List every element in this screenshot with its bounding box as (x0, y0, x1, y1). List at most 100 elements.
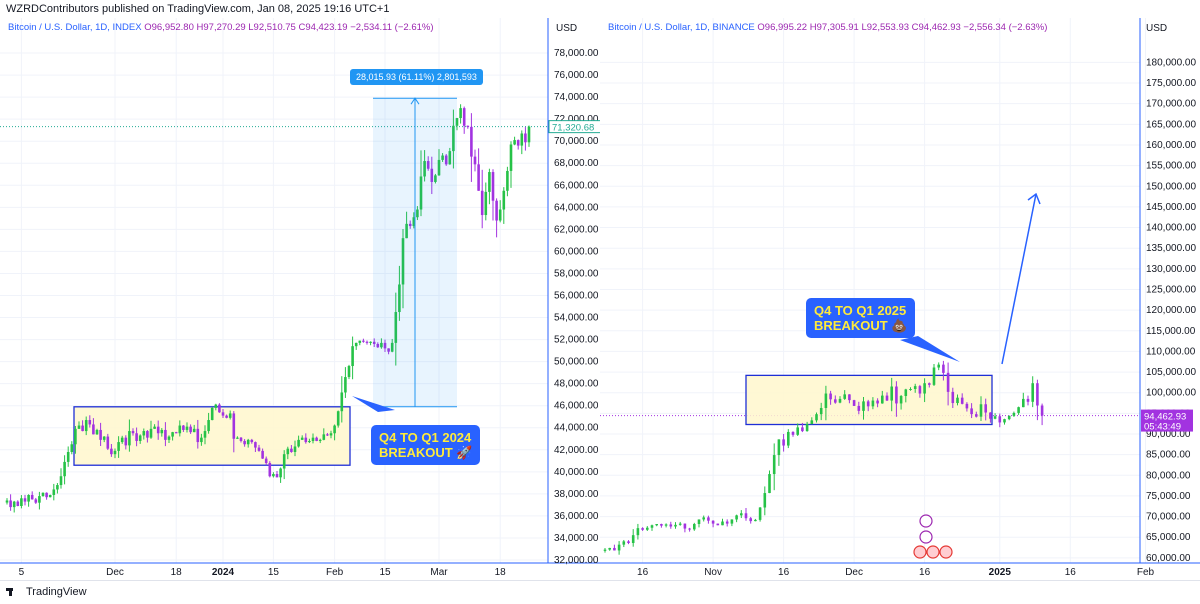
candle-body (448, 151, 452, 165)
candle-body (311, 437, 315, 441)
y-tick-label: 76,000.00 (554, 70, 599, 81)
candle-body (617, 544, 621, 551)
candle-body (857, 405, 861, 411)
candle-body (401, 238, 405, 285)
candle-body (904, 389, 908, 397)
candle-body (297, 439, 300, 447)
candle-body (214, 404, 218, 408)
candle-body (937, 364, 940, 368)
x-tick-label: Feb (326, 567, 344, 578)
candle-body (99, 429, 102, 440)
y-tick-label: 150,000.00 (1146, 181, 1196, 192)
candle-body (688, 528, 691, 530)
candle-body (254, 442, 257, 448)
candle-body (516, 140, 520, 146)
candle-body (383, 342, 387, 349)
y-tick-label: 120,000.00 (1146, 305, 1196, 316)
candle-body (763, 493, 767, 508)
candle-body (88, 420, 92, 425)
candle-body (895, 386, 898, 404)
candle-body (117, 442, 120, 451)
candle-body (852, 400, 856, 406)
candle-body (498, 209, 502, 221)
last-price-value: 94,462.93 (1144, 412, 1186, 423)
right-chart-pane[interactable]: 60,000.00 65,000.00 70,000.00 75,000.00 80,0… (600, 18, 1200, 580)
x-tick-label: Mar (430, 567, 448, 578)
y-tick-label: 180,000.00 (1146, 57, 1196, 68)
right-legend: Bitcoin / U.S. Dollar, 1D, BINANCE O96,9… (608, 22, 1047, 33)
candle-body (655, 524, 658, 526)
candle-body (182, 425, 185, 430)
candle-body (749, 518, 752, 522)
candle-body (683, 523, 687, 529)
candle-body (960, 397, 964, 404)
candle-body (347, 366, 351, 378)
candle-body (20, 498, 23, 506)
candle-body (470, 126, 473, 157)
candle-body (772, 455, 776, 475)
candle-body (225, 415, 228, 418)
right-breakout-callout[interactable]: Q4 TO Q1 2025 BREAKOUT 💩 (806, 298, 916, 338)
candle-body (777, 439, 781, 456)
candle-body (674, 524, 677, 527)
candle-body (979, 404, 983, 417)
x-tick-label: 18 (495, 567, 507, 578)
x-tick-label: 15 (379, 567, 391, 578)
candle-body (782, 439, 785, 446)
y-tick-label: 64,000.00 (554, 202, 599, 213)
y-tick-label: 135,000.00 (1146, 243, 1196, 254)
candle-body (178, 425, 182, 434)
right-chart-svg[interactable]: 60,000.00 65,000.00 70,000.00 75,000.00 80,0… (600, 18, 1200, 580)
left-breakout-callout[interactable]: Q4 TO Q1 2024 BREAKOUT 🚀 (371, 425, 481, 465)
candle-body (928, 383, 931, 385)
projection-arrowhead (1027, 192, 1041, 205)
candle-body (156, 426, 160, 434)
y-tick-label: 60,000.00 (1146, 553, 1191, 564)
candle-body (956, 397, 959, 404)
last-price-value: 71,320.68 (552, 123, 594, 134)
candle-body (9, 500, 12, 508)
candle-body (1007, 415, 1011, 420)
candle-body (603, 549, 607, 551)
candle-body (631, 535, 635, 544)
left-chart-svg[interactable]: 32,000.00 34,000.00 36,000.00 38,000.00 40,0… (0, 18, 600, 580)
candle-body (871, 400, 875, 407)
candle-body (754, 519, 757, 522)
consolidation-box (745, 374, 993, 426)
candle-body (63, 461, 66, 477)
candle-body (707, 517, 710, 521)
candle-body (56, 485, 59, 490)
y-tick-label: 105,000.00 (1146, 367, 1196, 378)
candle-body (641, 528, 644, 530)
candle-body (106, 436, 110, 449)
footer-bar: TradingView (0, 580, 1200, 604)
candle-body (95, 429, 99, 435)
candle-body (527, 126, 531, 143)
candle-body (923, 383, 926, 394)
candle-body (716, 523, 720, 526)
candle-body (740, 513, 743, 516)
candle-body (819, 407, 823, 415)
tradingview-logo[interactable]: TradingView (6, 586, 87, 598)
x-tick-label: Nov (704, 567, 722, 578)
left-chart-pane[interactable]: 32,000.00 34,000.00 36,000.00 38,000.00 40,0… (0, 18, 600, 580)
y-tick-label: 170,000.00 (1146, 99, 1196, 110)
candle-body (66, 451, 70, 462)
candle-body (524, 133, 527, 143)
candle-body (304, 437, 308, 443)
candle-body (1003, 419, 1006, 423)
candle-body (768, 474, 771, 494)
candle-body (84, 420, 88, 432)
candle-body (455, 118, 459, 126)
y-tick-label: 40,000.00 (554, 467, 599, 478)
y-tick-label: 115,000.00 (1146, 326, 1196, 337)
y-axis-labels: 32,000.00 34,000.00 36,000.00 38,000.00 40,0… (554, 48, 599, 566)
candle-body (993, 416, 997, 419)
y-tick-label: 65,000.00 (1146, 532, 1191, 543)
candles (603, 360, 1044, 555)
candle-body (824, 393, 828, 408)
candle-body (711, 520, 715, 524)
candle-body (41, 492, 45, 497)
candle-body (268, 463, 272, 477)
y-tick-label: 100,000.00 (1146, 388, 1196, 399)
